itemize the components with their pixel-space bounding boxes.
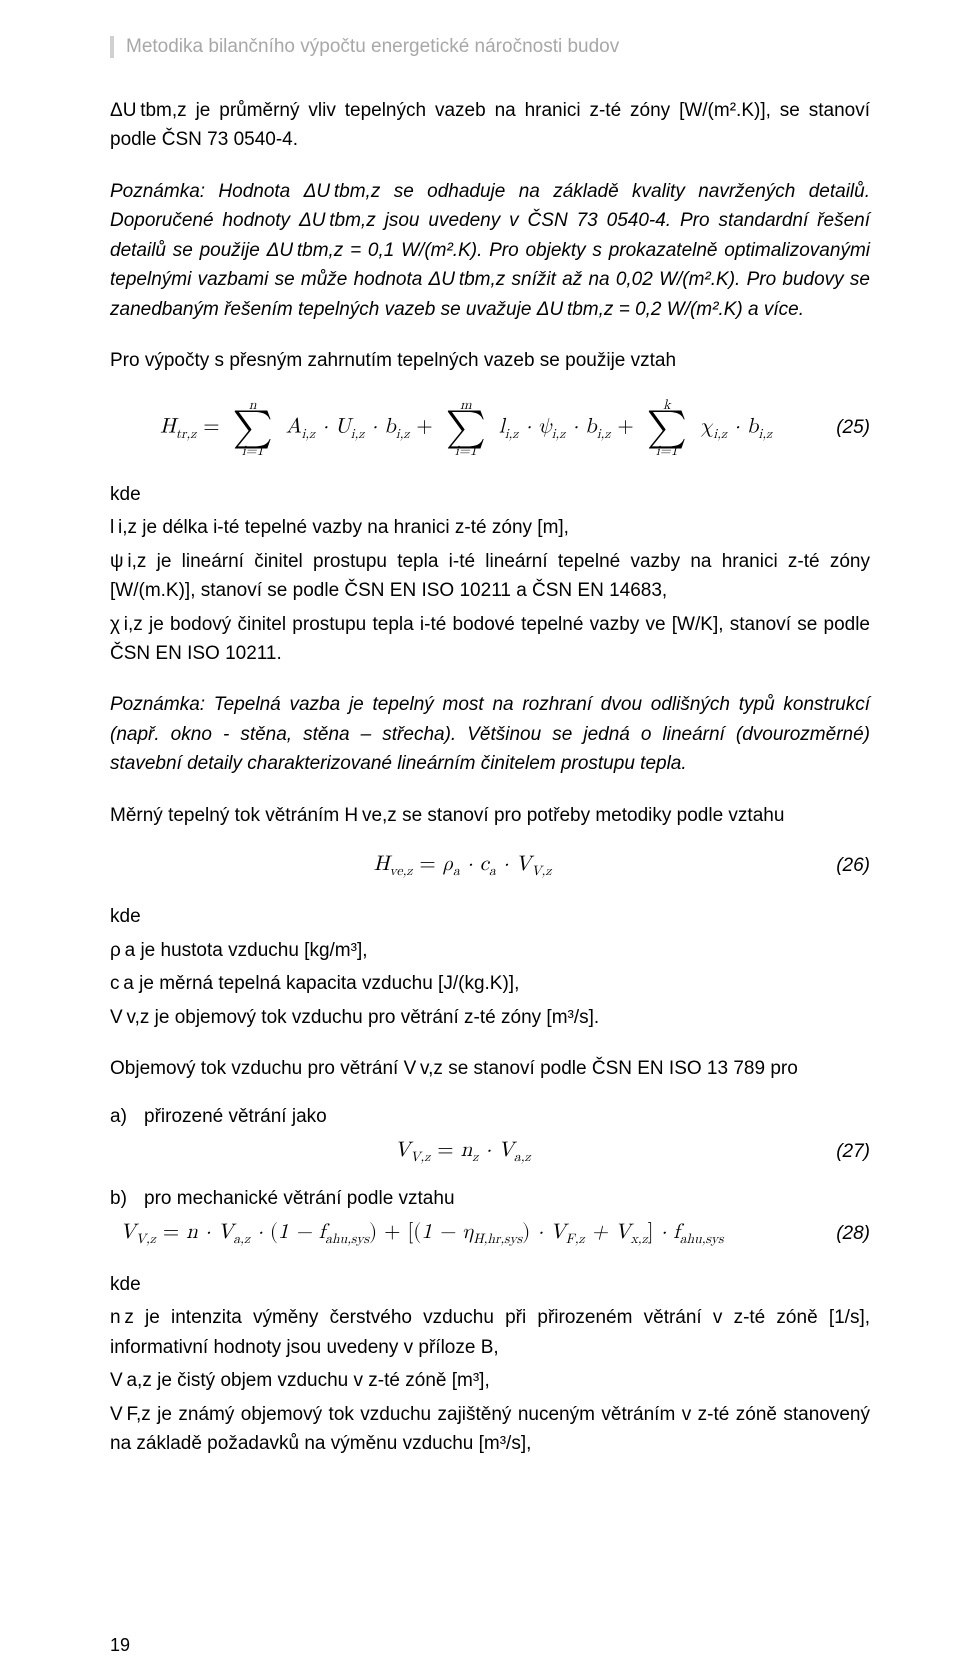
list-item-b-text: pro mechanické větrání podle vztahu: [144, 1188, 455, 1210]
equation-28: VV,z = n · Va,z · (1 − fahu,sys) + [(1 −…: [110, 1220, 870, 1248]
list-item-b: b) pro mechanické větrání podle vztahu: [110, 1188, 870, 1210]
list-item-a-text: přirozené větrání jako: [144, 1106, 327, 1128]
equation-25-number: (25): [815, 417, 870, 439]
kde-label-3: kde: [110, 1270, 870, 1299]
kde-label-2: kde: [110, 902, 870, 931]
kde-label-1: kde: [110, 480, 870, 509]
equation-25: Htr,z = n∑i=1 Ai,z · Ui,z · bi,z + m∑i=1…: [110, 398, 870, 458]
equation-26: Hve,z = ρa · ca · VV,z (26): [110, 852, 870, 880]
equation-28-body: VV,z = n · Va,z · (1 − fahu,sys) + [(1 −…: [110, 1220, 815, 1248]
paragraph-eq26-intro: Měrný tepelný tok větráním H ve,z se sta…: [110, 801, 870, 830]
definition-vvz: V v,z je objemový tok vzduchu pro větrán…: [110, 1003, 870, 1032]
definition-l: l i,z je délka i-té tepelné vazby na hra…: [110, 513, 870, 542]
equation-25-body: Htr,z = n∑i=1 Ai,z · Ui,z · bi,z + m∑i=1…: [110, 398, 815, 458]
paragraph-definition-deltaU: ΔU tbm,z je průměrný vliv tepelných vaze…: [110, 96, 870, 155]
definition-nz: n z je intenzita výměny čerstvého vzduch…: [110, 1303, 870, 1362]
note-deltaU: Poznámka: Hodnota ΔU tbm,z se odhaduje n…: [110, 177, 870, 324]
list-item-a: a) přirozené větrání jako: [110, 1106, 870, 1128]
definition-rho: ρ a je hustota vzduchu [kg/m³],: [110, 936, 870, 965]
equation-26-number: (26): [815, 855, 870, 877]
definition-vfz: V F,z je známý objemový tok vzduchu zaji…: [110, 1400, 870, 1459]
page-number: 19: [110, 1635, 130, 1656]
definition-chi: χ i,z je bodový činitel prostupu tepla i…: [110, 610, 870, 669]
paragraph-eq25-intro: Pro výpočty s přesným zahrnutím tepelnýc…: [110, 346, 870, 375]
page: Metodika bilančního výpočtu energetické …: [0, 0, 960, 1672]
definition-ca: c a je měrná tepelná kapacita vzduchu [J…: [110, 969, 870, 998]
running-header-text: Metodika bilančního výpočtu energetické …: [126, 36, 619, 57]
equation-26-body: Hve,z = ρa · ca · VV,z: [110, 852, 815, 880]
equation-28-number: (28): [815, 1223, 870, 1245]
running-header: Metodika bilančního výpočtu energetické …: [110, 36, 870, 58]
definition-psi: ψ i,z je lineární činitel prostupu tepla…: [110, 547, 870, 606]
equation-27-body: VV,z = nz · Va,z: [110, 1138, 815, 1166]
equation-27: VV,z = nz · Va,z (27): [110, 1138, 870, 1166]
equation-27-number: (27): [815, 1141, 870, 1163]
list-item-a-marker: a): [110, 1106, 144, 1128]
note-thermal-bridge: Poznámka: Tepelná vazba je tepelný most …: [110, 690, 870, 778]
definition-vaz: V a,z je čistý objem vzduchu v z-té zóně…: [110, 1366, 870, 1395]
paragraph-eq27-intro: Objemový tok vzduchu pro větrání V v,z s…: [110, 1054, 870, 1083]
list-item-b-marker: b): [110, 1188, 144, 1210]
